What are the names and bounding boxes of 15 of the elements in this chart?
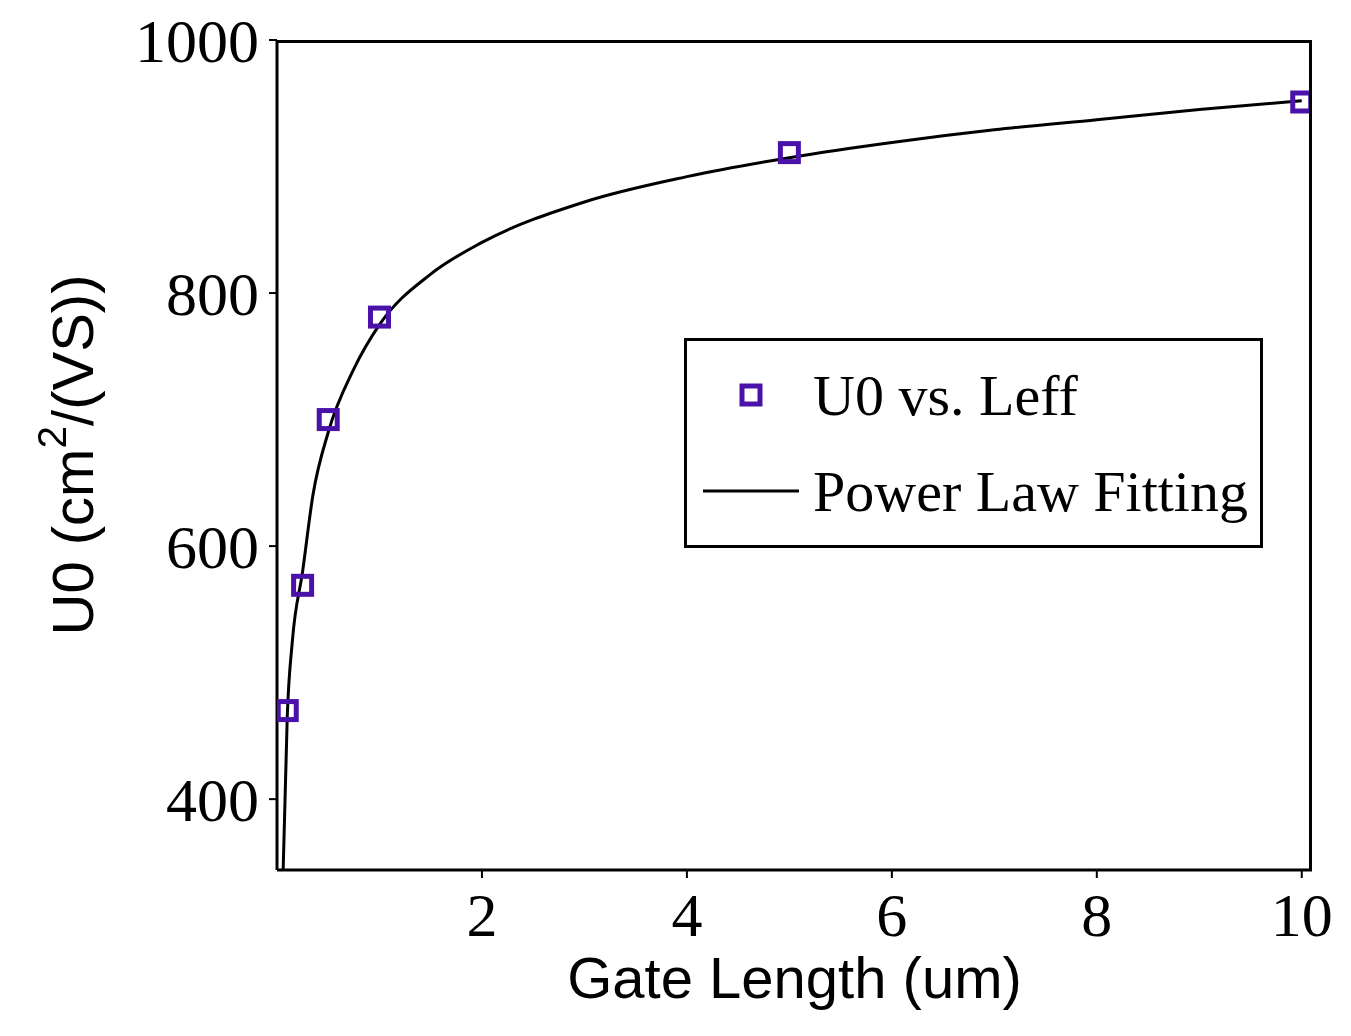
point: [277, 699, 299, 723]
y-tick-label: 800: [166, 260, 259, 329]
x-tick-label: 2: [466, 881, 498, 950]
point: [316, 408, 340, 432]
point: [777, 141, 801, 165]
y-tick-label: 400: [166, 766, 259, 835]
legend-label: Power Law Fitting: [813, 457, 1248, 525]
x-tick-label: 8: [1081, 881, 1113, 950]
legend-label: U0 vs. Leff: [813, 361, 1078, 429]
point: [291, 573, 315, 597]
x-tick-label: 10: [1270, 881, 1333, 950]
point: [367, 305, 391, 329]
point: [1290, 90, 1312, 114]
y-tick-label: 600: [166, 513, 259, 582]
y-tick-label: 1000: [135, 7, 259, 76]
